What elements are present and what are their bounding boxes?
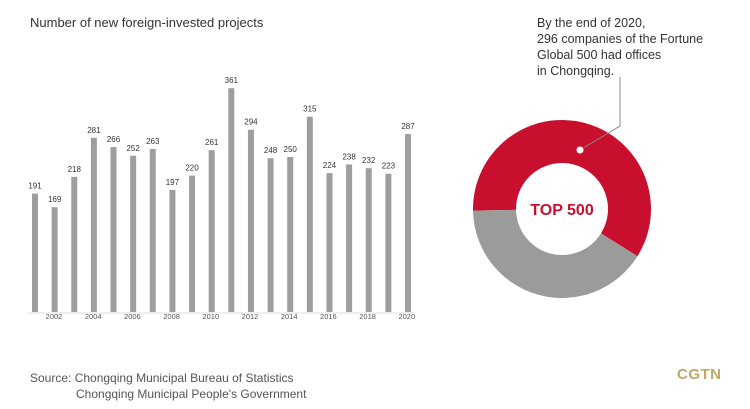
x-tick-label: 2002 (46, 312, 63, 321)
bar (169, 189, 176, 312)
x-tick-label: 2014 (281, 312, 298, 321)
x-tick-label: 2012 (242, 312, 259, 321)
x-tick-label: 2020 (398, 312, 415, 321)
bar-value-label: 248 (264, 146, 278, 155)
bar-value-label: 218 (68, 165, 82, 174)
donut-slice (472, 119, 651, 257)
bar-value-label: 169 (48, 195, 62, 204)
bar (247, 129, 254, 312)
x-tick-label: 2004 (85, 312, 102, 321)
x-tick-label: 2008 (163, 312, 180, 321)
leader-line (579, 77, 621, 151)
bar (267, 158, 274, 312)
bar (365, 168, 372, 312)
source-line-2: Chongqing Municipal People's Government (76, 387, 307, 401)
bar-value-label: 250 (284, 145, 298, 154)
annotation-line: 296 companies of the Fortune (537, 32, 704, 46)
source-note: Source: Chongqing Municipal Bureau of St… (30, 370, 306, 402)
x-tick-label: 2016 (320, 312, 337, 321)
x-tick-label: 2006 (124, 312, 141, 321)
donut-slice (473, 209, 638, 298)
bar (287, 157, 294, 312)
bar (306, 116, 313, 312)
bar (405, 134, 411, 312)
bar-value-label: 223 (382, 162, 396, 171)
bar-value-label: 238 (342, 152, 356, 161)
x-tick-label: 2018 (359, 312, 376, 321)
annotation-line: in Chongqing. (537, 64, 615, 78)
bar-value-label: 263 (146, 137, 160, 146)
bar-value-label: 315 (303, 105, 317, 114)
bar-value-label: 261 (205, 138, 219, 147)
bar-value-label: 224 (323, 161, 337, 170)
bar-value-label: 266 (107, 135, 121, 144)
bar-value-label: 361 (225, 76, 239, 85)
bar-value-label: 281 (87, 126, 101, 135)
bar-value-label: 294 (244, 118, 258, 127)
bar (71, 176, 78, 312)
bar (32, 193, 38, 312)
annotation-line: Global 500 had offices (537, 48, 662, 62)
bar-value-label: 252 (126, 144, 140, 153)
bar (346, 164, 353, 312)
bar (149, 148, 156, 312)
source-line-1: Source: Chongqing Municipal Bureau of St… (30, 371, 294, 385)
bar (51, 207, 58, 312)
annotation-line: By the end of 2020, (537, 16, 646, 30)
x-tick-label: 2010 (202, 312, 219, 321)
bar (90, 137, 97, 312)
bar-value-label: 191 (28, 182, 42, 191)
bar-value-label: 197 (166, 178, 180, 187)
bar (130, 155, 137, 312)
donut-annotation: By the end of 2020, 296 companies of the… (537, 15, 737, 79)
bar (189, 175, 196, 312)
donut-center-label: TOP 500 (530, 202, 594, 219)
leader-dot (576, 146, 584, 154)
bar (385, 173, 392, 312)
bar-value-label: 287 (401, 122, 415, 131)
cgtn-logo: CGTN (677, 366, 722, 383)
bar (326, 173, 333, 312)
chart-title: Number of new foreign-invested projects (30, 15, 264, 30)
bar (208, 150, 215, 312)
bar-value-label: 232 (362, 156, 376, 165)
bar (228, 88, 235, 313)
bar-value-label: 220 (185, 164, 199, 173)
bar (110, 147, 117, 312)
